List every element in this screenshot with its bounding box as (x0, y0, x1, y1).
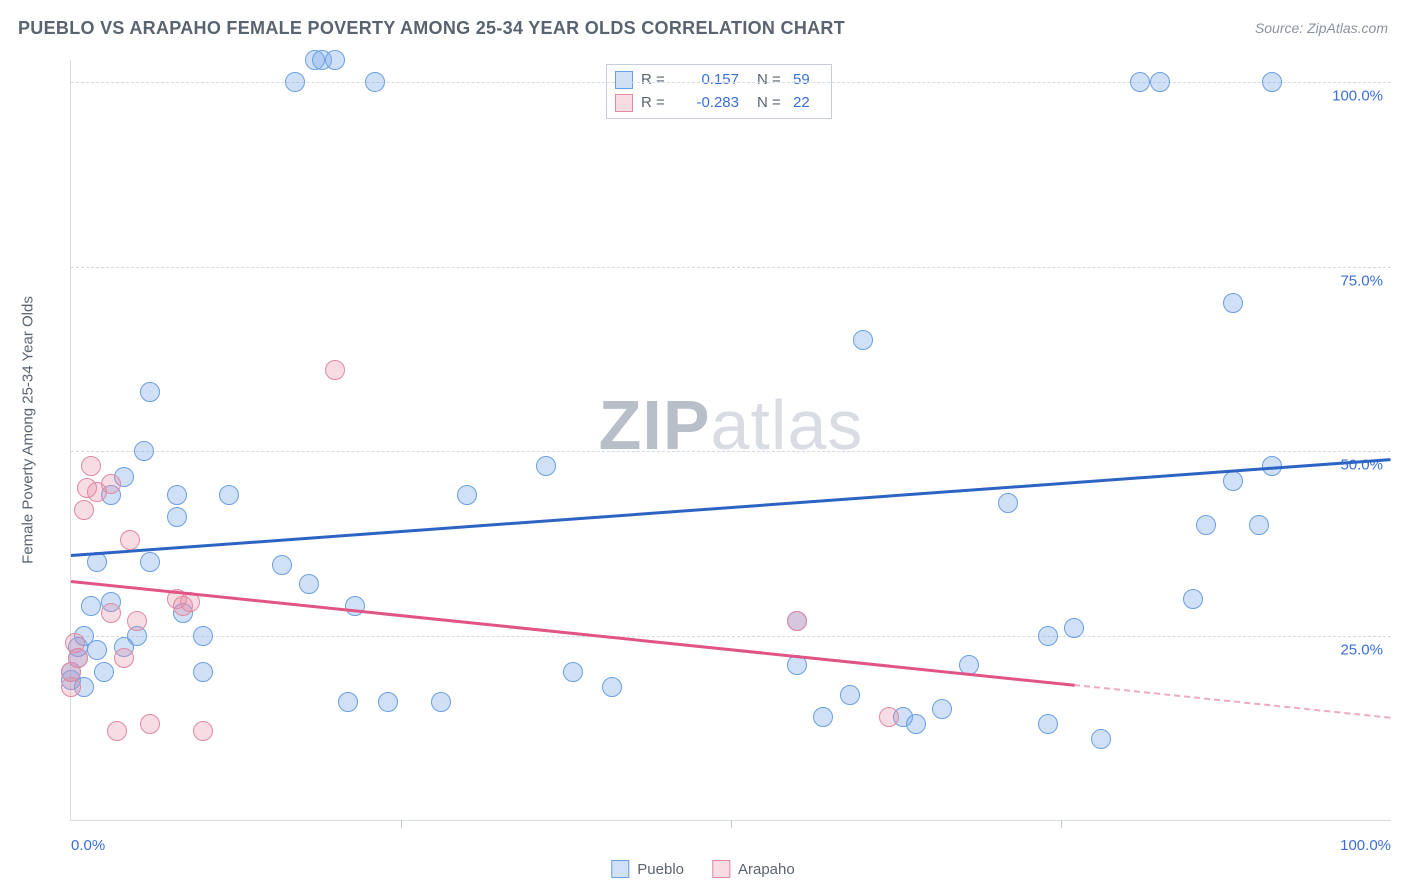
watermark-zip: ZIP (599, 386, 711, 464)
gridline (71, 82, 1391, 83)
data-point (81, 456, 101, 476)
data-point (107, 721, 127, 741)
data-point (193, 626, 213, 646)
y-axis-title: Female Poverty Among 25-34 Year Olds (20, 296, 37, 564)
data-point (87, 640, 107, 660)
data-point (219, 485, 239, 505)
data-point (1249, 515, 1269, 535)
x-tick (401, 820, 402, 828)
legend-n-value: 59 (793, 69, 823, 92)
gridline (71, 267, 1391, 268)
legend-series: Pueblo Arapaho (611, 860, 794, 878)
data-point (81, 596, 101, 616)
data-point (140, 714, 160, 734)
data-point (813, 707, 833, 727)
data-point (1091, 729, 1111, 749)
watermark-atlas: atlas (711, 386, 864, 464)
data-point (140, 382, 160, 402)
data-point (272, 555, 292, 575)
legend-n-label: N = (757, 69, 785, 92)
data-point (101, 474, 121, 494)
data-point (68, 648, 88, 668)
x-tick-label: 100.0% (1340, 837, 1391, 854)
data-point (325, 360, 345, 380)
legend-swatch-arapaho (712, 860, 730, 878)
data-point (1223, 293, 1243, 313)
gridline (71, 636, 1391, 637)
data-point (879, 707, 899, 727)
legend-row: R = 0.157 N = 59 (615, 69, 823, 92)
data-point (167, 485, 187, 505)
legend-correlation: R = 0.157 N = 59 R = -0.283 N = 22 (606, 64, 832, 119)
data-point (998, 493, 1018, 513)
data-point (101, 603, 121, 623)
data-point (431, 692, 451, 712)
data-point (94, 662, 114, 682)
source-label: Source: ZipAtlas.com (1255, 20, 1388, 36)
data-point (378, 692, 398, 712)
data-point (114, 648, 134, 668)
data-point (1223, 471, 1243, 491)
x-tick (1061, 820, 1062, 828)
data-point (906, 714, 926, 734)
data-point (127, 611, 147, 631)
x-tick-label: 0.0% (71, 837, 105, 854)
watermark: ZIPatlas (599, 385, 864, 465)
data-point (787, 611, 807, 631)
data-point (1150, 72, 1170, 92)
legend-label: Arapaho (738, 861, 795, 878)
data-point (457, 485, 477, 505)
chart-title: PUEBLO VS ARAPAHO FEMALE POVERTY AMONG 2… (18, 18, 845, 39)
data-point (325, 50, 345, 70)
data-point (120, 530, 140, 550)
legend-n-value: 22 (793, 92, 823, 115)
trend-line (1074, 684, 1391, 719)
legend-item-arapaho: Arapaho (712, 860, 795, 878)
data-point (365, 72, 385, 92)
legend-r-value: 0.157 (677, 69, 739, 92)
data-point (193, 662, 213, 682)
data-point (74, 500, 94, 520)
y-tick-label: 100.0% (1332, 88, 1383, 105)
data-point (1183, 589, 1203, 609)
y-tick-label: 25.0% (1340, 641, 1383, 658)
legend-row: R = -0.283 N = 22 (615, 92, 823, 115)
legend-label: Pueblo (637, 861, 684, 878)
data-point (1038, 714, 1058, 734)
chart-container: PUEBLO VS ARAPAHO FEMALE POVERTY AMONG 2… (0, 0, 1406, 892)
legend-swatch-arapaho (615, 94, 633, 112)
data-point (1038, 626, 1058, 646)
y-tick-label: 75.0% (1340, 272, 1383, 289)
data-point (299, 574, 319, 594)
legend-swatch-pueblo (611, 860, 629, 878)
data-point (1130, 72, 1150, 92)
data-point (134, 441, 154, 461)
legend-r-label: R = (641, 69, 669, 92)
data-point (932, 699, 952, 719)
x-tick (731, 820, 732, 828)
trend-line (71, 458, 1391, 557)
gridline (71, 451, 1391, 452)
legend-r-value: -0.283 (677, 92, 739, 115)
data-point (602, 677, 622, 697)
data-point (840, 685, 860, 705)
legend-n-label: N = (757, 92, 785, 115)
legend-r-label: R = (641, 92, 669, 115)
plot-area: ZIPatlas R = 0.157 N = 59 R = -0.283 N =… (70, 60, 1391, 821)
data-point (853, 330, 873, 350)
legend-swatch-pueblo (615, 71, 633, 89)
data-point (167, 507, 187, 527)
data-point (536, 456, 556, 476)
legend-item-pueblo: Pueblo (611, 860, 684, 878)
data-point (1196, 515, 1216, 535)
data-point (193, 721, 213, 741)
data-point (338, 692, 358, 712)
data-point (563, 662, 583, 682)
data-point (285, 72, 305, 92)
data-point (1262, 72, 1282, 92)
data-point (140, 552, 160, 572)
